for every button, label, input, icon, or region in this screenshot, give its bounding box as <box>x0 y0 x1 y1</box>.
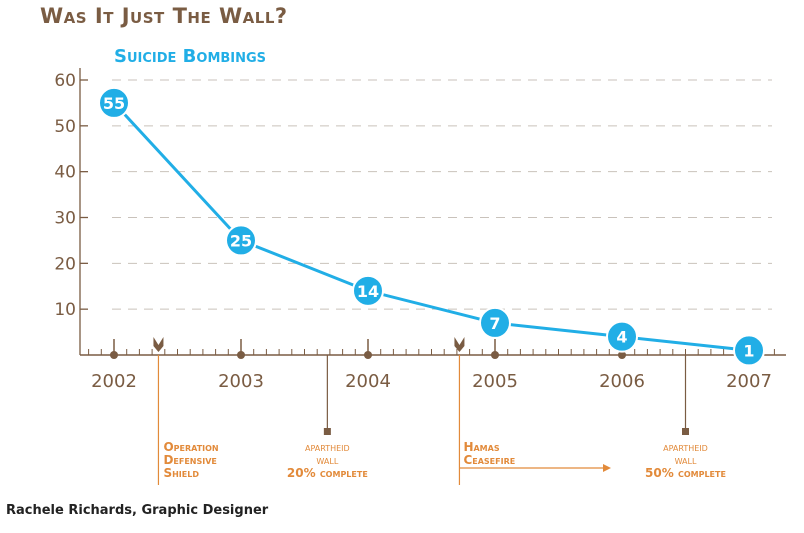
x-tick-label: 2007 <box>726 371 772 392</box>
annotation-apartheid-wall-20: apartheid wall 20% complete <box>287 441 368 480</box>
data-label: 1 <box>743 341 754 360</box>
annotation-text-line: Defensive <box>163 453 217 467</box>
data-label: 4 <box>616 328 627 347</box>
x-axis-dot <box>110 351 118 359</box>
annotation-text-line: wall <box>674 454 697 467</box>
data-label: 25 <box>230 231 252 250</box>
x-tick-label: 2004 <box>345 371 391 392</box>
chevron-marker-icon <box>454 337 465 352</box>
chart-title: Was It Just The Wall? <box>40 4 288 28</box>
x-axis-dot <box>491 351 499 359</box>
data-label: 55 <box>103 94 125 113</box>
annotation-text-line: apartheid <box>663 441 708 454</box>
x-tick-label: 2005 <box>472 371 518 392</box>
square-marker-icon <box>682 428 689 435</box>
series-line-suicide-bombings <box>112 101 750 352</box>
arrow-head-icon <box>603 464 611 472</box>
y-tick-label: 60 <box>54 71 76 91</box>
x-tick-label: 2003 <box>218 371 264 392</box>
x-tick-label: 2002 <box>91 371 137 392</box>
data-point <box>479 306 511 339</box>
y-tick-label: 20 <box>54 254 76 274</box>
data-point <box>352 274 384 307</box>
annotation-text-line: Shield <box>163 466 199 480</box>
y-tick-label: 40 <box>54 163 76 183</box>
data-point <box>606 320 638 353</box>
annotation-operation-defensive-shield: Operation Defensive Shield <box>163 441 218 480</box>
legend-suicide-bombings: Suicide Bombings <box>114 46 267 67</box>
y-tick-label: 50 <box>54 117 76 137</box>
annotation-text-line: wall <box>316 454 339 467</box>
annotation-text-line: 20% complete <box>286 466 368 480</box>
y-tick-label: 10 <box>54 300 76 320</box>
data-point <box>733 334 765 367</box>
annotation-hamas-ceasefire: Hamas Ceasefire <box>463 441 515 467</box>
x-tick-label: 2006 <box>599 371 645 392</box>
y-tick-label: 30 <box>54 209 76 229</box>
annotation-text-line: apartheid <box>304 441 350 454</box>
annotation-text-line: Operation <box>163 440 219 454</box>
data-point <box>98 86 130 119</box>
annotation-text-line: Hamas <box>463 440 500 454</box>
credit-text: Rachele Richards, Graphic Designer <box>6 503 269 518</box>
x-axis-dot <box>618 351 626 359</box>
x-axis-dot <box>237 351 245 359</box>
x-axis-dot <box>364 351 372 359</box>
annotation-text-line: Ceasefire <box>463 453 516 467</box>
chevron-marker-icon <box>153 337 164 352</box>
annotation-text-line: 50% complete <box>645 466 726 480</box>
data-label: 7 <box>489 314 500 333</box>
annotation-apartheid-wall-50: apartheid wall 50% complete <box>645 441 726 480</box>
square-marker-icon <box>323 428 331 435</box>
data-label: 14 <box>357 282 379 301</box>
data-point <box>225 224 257 257</box>
